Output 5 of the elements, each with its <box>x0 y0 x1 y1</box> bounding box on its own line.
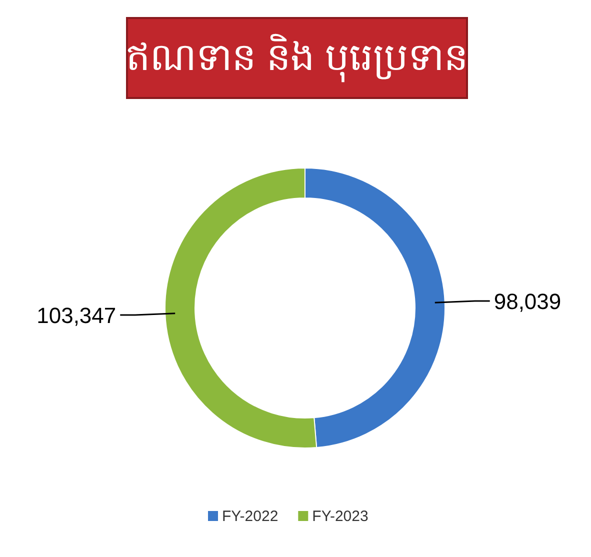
legend-label: FY-2023 <box>312 508 368 525</box>
data-label: 98,039 <box>494 288 562 314</box>
legend-label: FY-2022 <box>222 508 278 525</box>
data-label: 103,347 <box>36 303 116 328</box>
chart-title: ឥណទាន និង បុរេប្រទាន <box>126 33 468 83</box>
